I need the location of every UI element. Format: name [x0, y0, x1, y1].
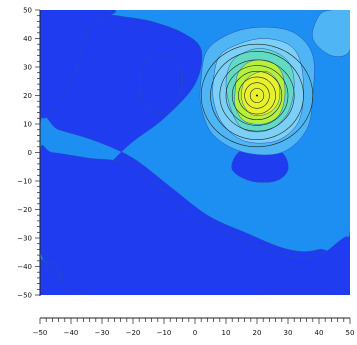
- peak-marker: [256, 94, 258, 97]
- y-tick-label: 40: [23, 35, 32, 43]
- x-tick-label: −30: [95, 329, 110, 337]
- contour-line-0: [200, 43, 314, 148]
- contour-line-6: [244, 82, 270, 109]
- y-tick-label: −20: [17, 206, 32, 214]
- x-tick-label: 40: [315, 329, 324, 337]
- contour-region-dark_blue-2: [40, 144, 350, 295]
- y-tick-label: −50: [17, 292, 32, 300]
- x-tick-label: −10: [157, 329, 172, 337]
- y-tick-label: 30: [23, 64, 32, 72]
- contour-line-4: [231, 70, 283, 121]
- y-tick-label: −10: [17, 178, 32, 186]
- y-tick-label: 0: [28, 149, 32, 157]
- y-tick-label: 20: [23, 92, 32, 100]
- contour-line-5: [238, 76, 276, 115]
- x-tick-label: −20: [126, 329, 141, 337]
- x-tick-label: 20: [253, 329, 262, 337]
- contour-line-7: [249, 88, 265, 103]
- contour-line-3: [225, 65, 289, 126]
- x-tick-label: −50: [33, 329, 48, 337]
- contour-region-light_blue-7: [312, 10, 350, 57]
- contour-region-dark_blue-4: [138, 55, 184, 114]
- x-tick-label: 10: [222, 329, 231, 337]
- x-tick-label: −40: [64, 329, 79, 337]
- y-axis-ticks: −50 −40 −30 −20 −10 0 10 20 30 40 50: [17, 7, 40, 300]
- contour-region-dark_blue-3: [40, 10, 117, 119]
- x-tick-label: 50: [346, 329, 355, 337]
- y-tick-label: −40: [17, 263, 32, 271]
- contour-region-dark_blue-5: [231, 146, 289, 183]
- x-tick-label: 30: [284, 329, 293, 337]
- y-tick-label: 10: [23, 121, 32, 129]
- y-tick-label: −30: [17, 235, 32, 243]
- contour-line-1: [210, 51, 304, 140]
- x-tick-label: 0: [193, 329, 197, 337]
- y-tick-label: 50: [23, 7, 32, 15]
- x-axis-ticks: −50 −40 −30 −20 −10 0 10 20 30 40 50: [33, 318, 355, 337]
- contour-line-2: [219, 59, 295, 132]
- contour-regions: [40, 10, 350, 295]
- contour-lines: [200, 43, 314, 148]
